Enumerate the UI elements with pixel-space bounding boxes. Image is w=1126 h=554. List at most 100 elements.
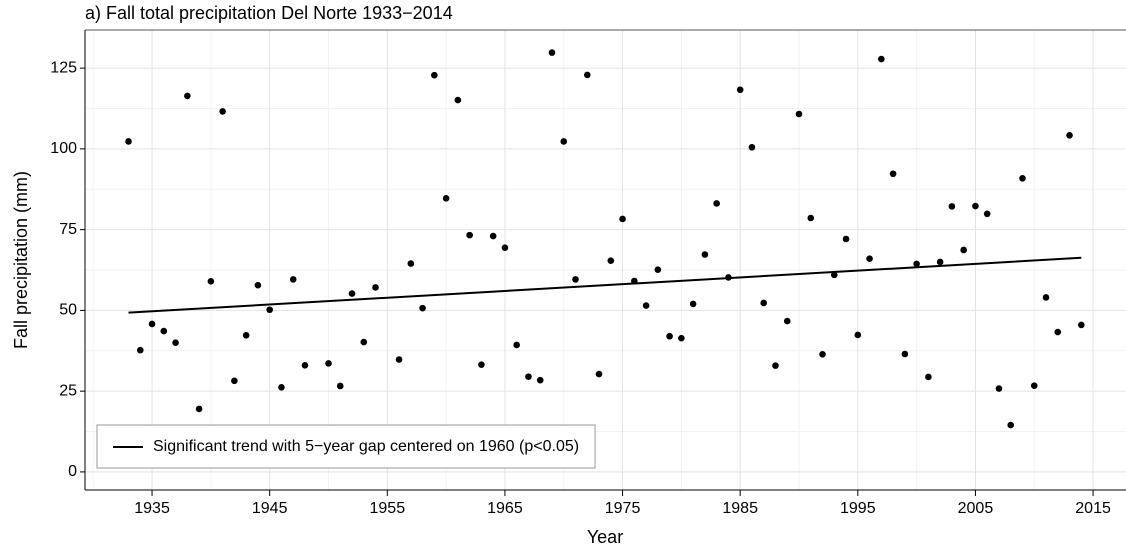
point [654,266,662,273]
x-tick-label: 2015 [1075,500,1111,517]
point [925,373,932,381]
point [372,284,379,291]
trend-line [128,256,1082,314]
point [583,71,591,79]
point [819,351,826,358]
x-tick-label: 1995 [840,500,876,517]
point [807,214,815,222]
point [772,362,779,369]
point [607,257,615,264]
y-tick-label: 0 [68,463,77,480]
point [1007,421,1015,429]
point [642,302,650,309]
point [148,320,156,328]
point [1019,174,1026,182]
x-tick-label: 1975 [605,500,641,517]
point [136,346,144,354]
point [431,71,438,79]
point [713,200,720,207]
legend: Significant trend with 5−year gap center… [96,424,596,469]
y-tick-label: 25 [59,382,77,399]
y-tick-label: 75 [59,221,77,238]
chart-title: a) Fall total precipitation Del Norte 19… [85,3,453,23]
point [160,327,168,335]
point [336,382,344,390]
point [866,255,873,263]
point [1066,132,1073,139]
point [254,281,262,289]
point [983,210,991,218]
point [960,246,967,254]
point [1030,382,1038,389]
point [125,138,132,145]
point [936,258,944,266]
point [548,49,556,56]
point [995,385,1003,392]
y-axis-label: Fall precipitation (mm) [11,171,31,349]
point [466,231,473,239]
point [666,332,673,340]
point [913,260,920,268]
point [360,338,368,346]
point [972,202,979,210]
y-tick-label: 50 [59,302,77,319]
point [348,290,356,297]
point [830,271,838,279]
x-tick-label: 2005 [958,500,994,517]
point [736,86,744,94]
point [678,334,685,342]
point [948,203,956,210]
point [795,110,803,118]
x-axis-label: Year [587,527,623,547]
point [572,276,579,283]
point [289,276,297,283]
point [536,376,544,384]
point [278,383,285,391]
point [748,143,756,151]
point [595,370,603,378]
y-tick-label: 100 [50,140,77,157]
point [701,251,709,258]
point [854,331,862,339]
point [489,232,497,240]
point [525,373,532,380]
point [513,341,520,349]
point [419,304,426,312]
x-tick-label: 1985 [722,500,758,517]
x-tick-label: 1945 [252,500,288,517]
point [1042,294,1050,301]
point [242,331,250,339]
plot-panel [85,30,1126,490]
point [1078,321,1085,329]
point [501,244,509,252]
point [207,278,215,285]
point [325,360,332,367]
point [301,362,309,369]
point [889,170,897,178]
point [195,405,203,413]
point [783,317,791,325]
point [1054,328,1062,336]
point [184,92,191,100]
x-tick-label: 1965 [487,500,523,517]
point [407,260,415,267]
point [442,195,450,202]
y-tick-label: 125 [50,59,77,76]
point [454,96,462,104]
point [395,356,403,363]
point [689,300,697,308]
legend-box [96,424,596,469]
point [901,350,909,358]
point [219,108,226,115]
point [231,377,238,385]
point [172,339,179,346]
point [842,235,850,243]
point [760,299,768,307]
point [266,306,273,314]
point [619,215,626,223]
point [478,361,485,368]
x-tick-label: 1955 [370,500,406,517]
point [560,138,568,145]
point [878,55,885,63]
